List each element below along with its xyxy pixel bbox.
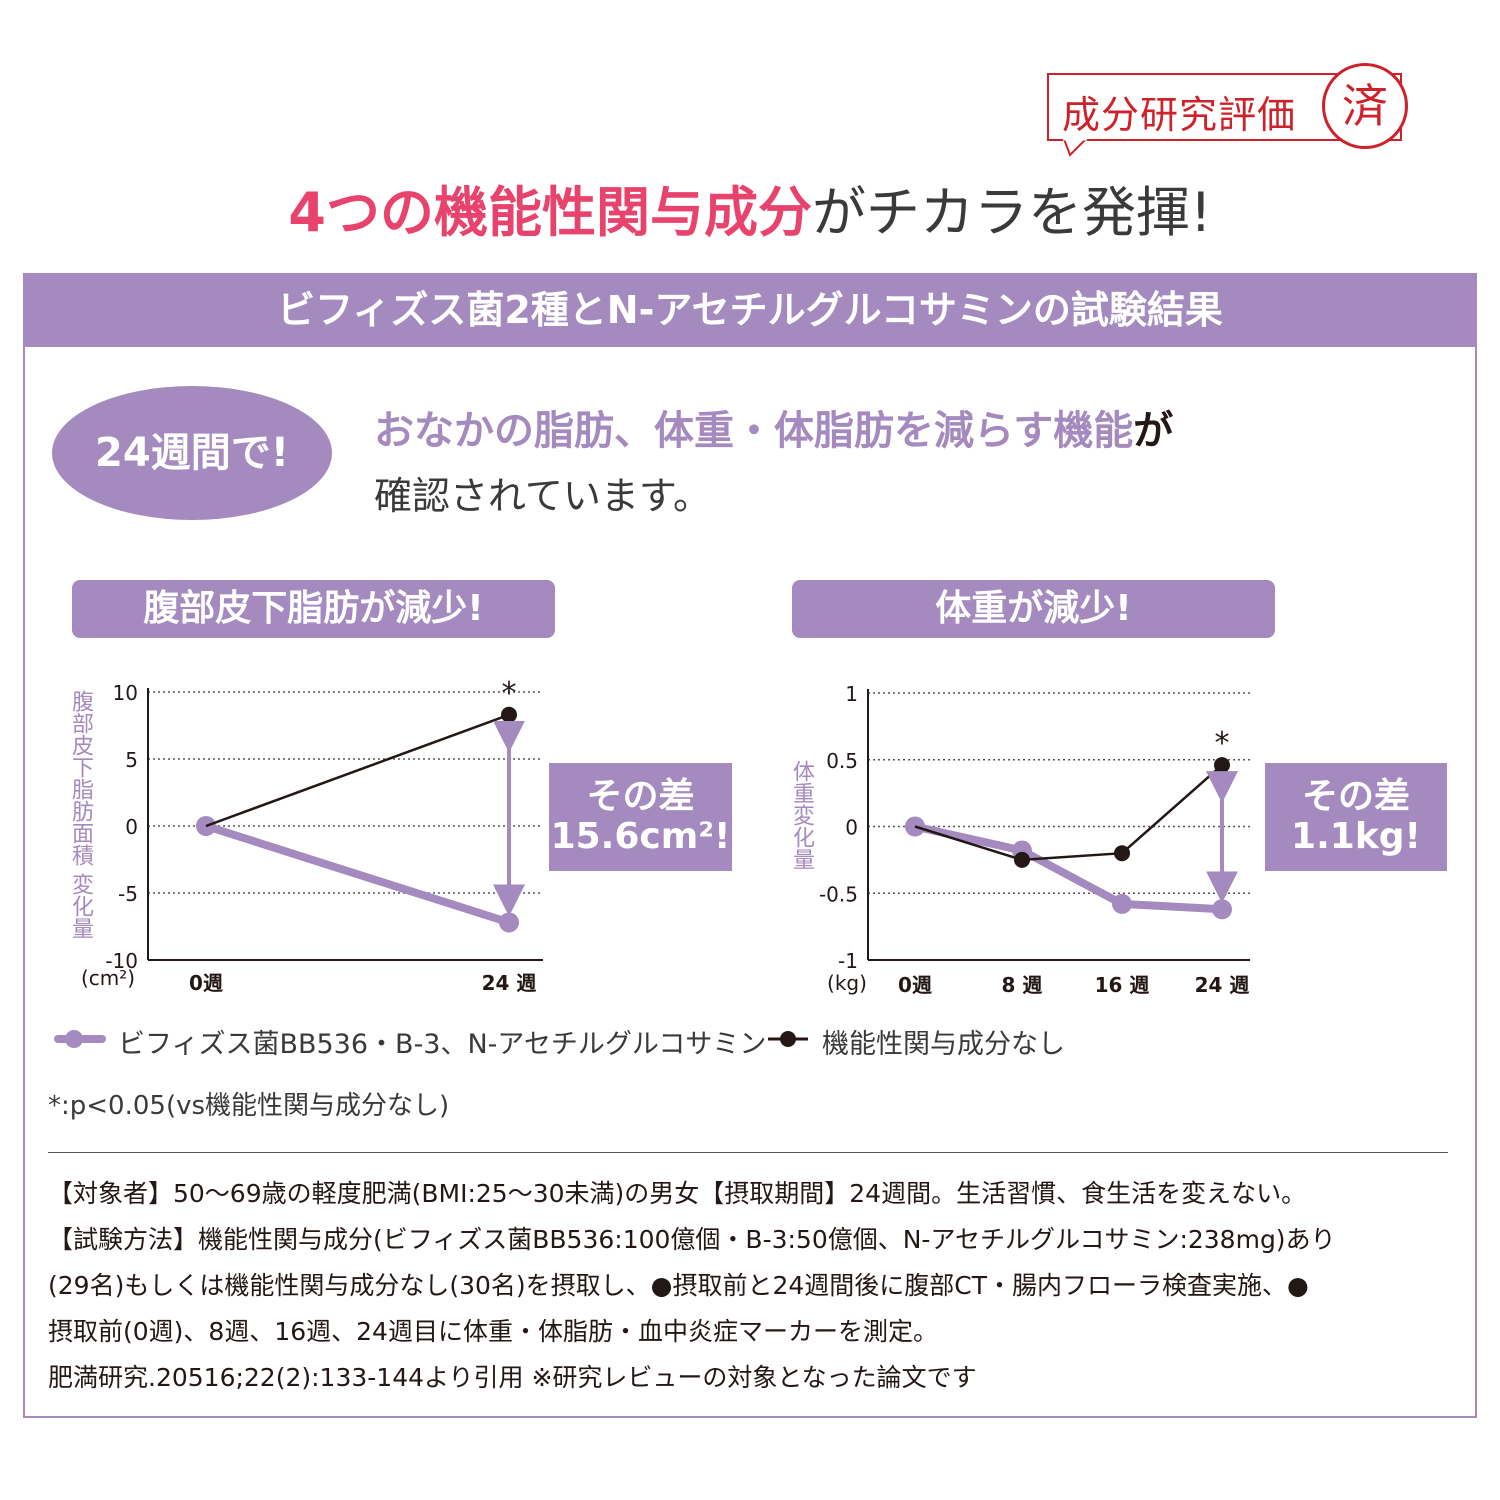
significance-note: *:p<0.05(vs機能性関与成分なし) bbox=[48, 1091, 450, 1121]
x-tick-label: 0週 bbox=[189, 971, 223, 995]
data-point-purple bbox=[499, 912, 519, 933]
legend-black-label: 機能性関与成分なし bbox=[822, 1029, 1065, 1060]
charts-svg: 10 5 0 -5 -10(cm²) 0週 24 週 * 1 0.5 0 -0.5 -1(kg) 0週 8… bbox=[81, 676, 1250, 997]
headline: 4つの機能性関与成分がチカラを発揮! bbox=[0, 168, 1500, 247]
divider bbox=[48, 1152, 1448, 1153]
y-unit-label: (kg) bbox=[827, 971, 867, 995]
significance-asterisk: * bbox=[1215, 726, 1230, 761]
fat-ylabel: 腹部皮下脂肪面積 変化量 bbox=[68, 690, 93, 939]
footnote-line: 摂取前(0週)、8週、16週、24週目に体重・体脂肪・血中炎症マーカーを測定。 bbox=[48, 1317, 938, 1346]
fat-difference-box: その差 15.6cm²! bbox=[549, 763, 732, 871]
panel-header: ビフィズス菌2種とN-アセチルグルコサミンの試験結果 bbox=[23, 273, 1477, 347]
weight-chart: 1 0.5 0 -0.5 -1(kg) 0週 8 週 16 週 24 週 * bbox=[819, 682, 1250, 997]
lead-line-2: 確認されています。 bbox=[374, 474, 712, 518]
fat-difference-line2: 15.6cm²! bbox=[550, 816, 731, 857]
badge-tail bbox=[1062, 139, 1088, 157]
weight-difference-line2: 1.1kg! bbox=[1291, 816, 1421, 857]
x-tick-label: 8 週 bbox=[1002, 973, 1043, 997]
y-tick-label: 0.5 bbox=[826, 749, 858, 773]
x-tick-label: 24 週 bbox=[1195, 973, 1250, 997]
y-tick-label: 0 bbox=[125, 815, 138, 839]
weight-ylabel: 体重変化量 bbox=[789, 760, 814, 870]
data-point-black bbox=[1114, 845, 1130, 862]
weight-difference-line1: その差 bbox=[1301, 776, 1410, 817]
data-point-black bbox=[501, 706, 517, 723]
headline-highlight: 4つの機能性関与成分 bbox=[288, 181, 812, 244]
y-tick-label: 5 bbox=[125, 748, 138, 772]
y-tick-label: 1 bbox=[845, 682, 858, 706]
data-point-purple bbox=[1212, 899, 1232, 920]
data-point-black bbox=[1214, 757, 1230, 774]
chart-title-weight: 体重が減少! bbox=[792, 580, 1275, 638]
badge-text: 成分研究評価 bbox=[1062, 93, 1297, 137]
y-tick-label: -10 bbox=[105, 949, 138, 973]
x-tick-label: 0週 bbox=[898, 973, 932, 997]
y-tick-label: -1 bbox=[838, 949, 858, 973]
data-point-black bbox=[1014, 851, 1030, 868]
y-tick-label: 0 bbox=[845, 816, 858, 840]
y-tick-label: 10 bbox=[113, 681, 138, 705]
lead-highlight: おなかの脂肪、体重・体脂肪を減らす機能 bbox=[374, 408, 1134, 454]
legend-purple-label: ビフィズス菌BB536・B-3、N-アセチルグルコサミン bbox=[118, 1029, 767, 1060]
fat-difference-line1: その差 bbox=[586, 776, 695, 817]
series-line-purple bbox=[911, 822, 1226, 914]
y-tick-label: -5 bbox=[118, 882, 138, 906]
weight-difference-box: その差 1.1kg! bbox=[1265, 763, 1447, 871]
series-line-black bbox=[205, 713, 510, 828]
footnote-line: 【対象者】50〜69歳の軽度肥満(BMI:25〜30未満)の男女【摂取期間】24… bbox=[48, 1179, 1307, 1208]
footnote-line: 肥満研究.20516;22(2):133-144より引用 ※研究レビューの対象と… bbox=[48, 1363, 977, 1392]
footnote-line: (29名)もしくは機能性関与成分なし(30名)を摂取し、●摂取前と24週間後に腹… bbox=[48, 1271, 1309, 1300]
significance-asterisk: * bbox=[502, 676, 517, 711]
lead-line-1: おなかの脂肪、体重・体脂肪を減らす機能が bbox=[374, 398, 1173, 456]
footnote-line: 【試験方法】機能性関与成分(ビフィズス菌BB536:100億個・B-3:50億個… bbox=[48, 1225, 1336, 1254]
headline-suffix: がチカラを発揮! bbox=[811, 181, 1212, 244]
x-tick-label: 24 週 bbox=[482, 971, 537, 995]
data-point-purple bbox=[1112, 893, 1132, 914]
period-oval: 24週間で! bbox=[52, 386, 332, 520]
fat-chart: 10 5 0 -5 -10(cm²) 0週 24 週 * bbox=[81, 676, 543, 995]
series-line-purple bbox=[202, 822, 513, 927]
lead-suffix: が bbox=[1133, 408, 1174, 454]
y-unit-label: (cm²) bbox=[81, 966, 135, 990]
y-tick-label: -0.5 bbox=[819, 882, 858, 906]
badge-seal: 済 bbox=[1322, 63, 1408, 149]
x-tick-label: 16 週 bbox=[1095, 973, 1150, 997]
chart-title-fat: 腹部皮下脂肪が減少! bbox=[72, 580, 555, 638]
series-line-black bbox=[914, 764, 1223, 862]
legend-black-swatch bbox=[768, 1031, 808, 1047]
legend-purple-swatch bbox=[54, 1030, 106, 1048]
